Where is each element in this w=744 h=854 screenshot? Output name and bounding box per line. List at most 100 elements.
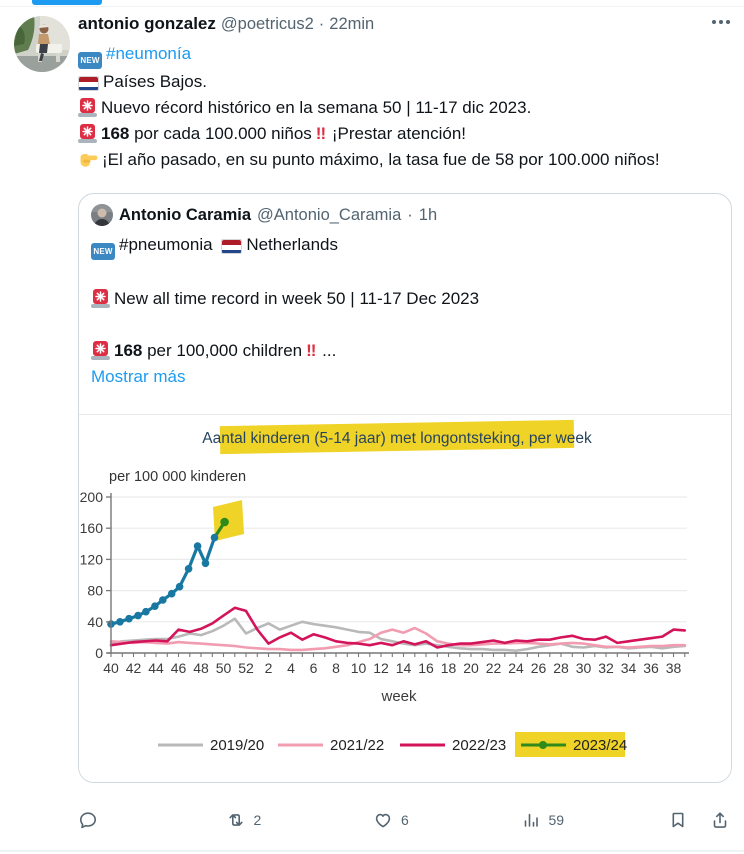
siren-icon [78,124,97,143]
quoted-tweet-card[interactable]: Antonio Caramia @Antonio_Caramia · 1h NE… [78,193,732,783]
pneumonia-chart[interactable]: Aantal kinderen (5-14 jaar) met longonts… [79,415,713,783]
siren-icon [91,341,110,360]
quote-media[interactable]: Aantal kinderen (5-14 jaar) met longonts… [79,414,731,782]
timestamp[interactable]: 22min [329,15,375,33]
view-count: 59 [548,812,565,828]
meta-separator: · [318,15,325,33]
more-options-icon[interactable] [712,20,730,24]
netherlands-flag-icon [221,239,243,254]
like-button[interactable]: 6 [373,810,521,830]
svg-text:10: 10 [351,660,367,676]
svg-text:44: 44 [148,660,164,676]
retweet-icon [228,814,243,826]
svg-text:2019/20: 2019/20 [210,737,264,754]
quote-rate-number: 168 [114,341,143,360]
quote-handle: @Antonio_Caramia [257,205,402,224]
svg-text:160: 160 [80,520,104,536]
svg-text:2022/23: 2022/23 [452,737,506,754]
active-tab-indicator [32,0,102,5]
svg-text:4: 4 [287,660,295,676]
svg-text:50: 50 [216,660,232,676]
main-tweet: antonio gonzalez @poetricus2 · 22min NEW… [14,14,732,783]
svg-text:40: 40 [87,614,103,630]
attention-text: ¡Prestar atención! [327,124,467,143]
quote-rate-tail: ... [317,341,337,360]
svg-text:34: 34 [621,660,637,676]
tweet-divider [0,850,744,852]
retweet-count: 2 [253,812,262,828]
svg-text:120: 120 [80,551,104,567]
hashtag-link[interactable]: #neumonía [106,44,192,63]
quote-header: Antonio Caramia @Antonio_Caramia · 1h [91,204,719,226]
svg-text:24: 24 [508,660,524,676]
svg-text:26: 26 [531,660,547,676]
svg-text:20: 20 [463,660,479,676]
quote-record-text: New all time record in week 50 | 11-17 D… [114,289,480,308]
quote-country-text: Netherlands [246,235,338,254]
svg-text:2: 2 [265,660,273,676]
bookmark-button[interactable] [668,810,688,830]
views-button[interactable]: 59 [521,810,669,830]
svg-text:80: 80 [87,583,103,599]
svg-text:Aantal kinderen (5-14 jaar) me: Aantal kinderen (5-14 jaar) met longonts… [202,430,592,447]
netherlands-flag-icon [78,76,99,91]
svg-text:2021/22: 2021/22 [330,737,384,754]
show-more-link[interactable]: Mostrar más [91,367,186,386]
svg-text:2023/24: 2023/24 [573,737,627,754]
svg-text:12: 12 [373,660,389,676]
share-icon [713,812,727,828]
quote-display-name: Antonio Caramia [119,205,252,224]
like-count: 6 [401,812,409,828]
top-tab-bar [0,0,744,7]
pointing-finger-icon [78,151,98,177]
svg-text:36: 36 [643,660,659,676]
siren-icon [91,289,110,308]
svg-text:6: 6 [310,660,318,676]
new-badge-icon: NEW [91,243,115,260]
svg-text:per 100 000 kinderen: per 100 000 kinderen [109,469,246,485]
svg-text:52: 52 [238,660,254,676]
svg-text:200: 200 [80,489,104,505]
svg-text:week: week [380,688,417,705]
heart-icon [375,813,391,828]
svg-text:8: 8 [332,660,340,676]
quote-meta-separator: · [407,205,413,224]
svg-text:32: 32 [598,660,614,676]
share-button[interactable] [710,810,730,830]
svg-text:30: 30 [576,660,592,676]
retweet-button[interactable]: 2 [226,810,374,830]
quote-text: NEW #pneumonia Netherlands New all time r… [91,232,719,390]
rate-text: por cada 100.000 niños [129,124,312,143]
svg-text:14: 14 [396,660,412,676]
quote-avatar [91,204,113,226]
double-exclamation-icon: !! [306,341,316,360]
avatar[interactable] [14,16,70,72]
quote-hashtag-text: #pneumonia [119,235,213,254]
reply-button[interactable] [78,810,226,830]
new-badge-icon: NEW [78,52,102,69]
svg-text:40: 40 [103,660,119,676]
svg-text:38: 38 [666,660,682,676]
reply-icon [80,812,96,829]
views-icon [524,813,538,827]
double-exclamation-icon: !! [315,124,326,143]
svg-text:18: 18 [441,660,457,676]
svg-text:46: 46 [171,660,187,676]
quote-rate-text: per 100,000 children [142,341,303,360]
bookmark-icon [672,812,684,828]
svg-text:22: 22 [486,660,502,676]
tweet-action-bar: 2 6 59 [78,800,730,840]
user-handle[interactable]: @poetricus2 [220,15,314,33]
svg-text:28: 28 [553,660,569,676]
svg-text:42: 42 [126,660,142,676]
record-text: Nuevo récord histórico en la semana 50 |… [101,98,532,117]
quote-timestamp: 1h [418,205,438,224]
tweet-text: NEW #neumonía Países Bajos. Nuevo récord … [78,41,732,177]
display-name[interactable]: antonio gonzalez [78,14,216,33]
rate-number: 168 [101,124,130,143]
siren-icon [78,98,97,117]
svg-text:16: 16 [418,660,434,676]
tweet-header: antonio gonzalez @poetricus2 · 22min [78,14,732,34]
country-text: Países Bajos. [103,72,207,91]
